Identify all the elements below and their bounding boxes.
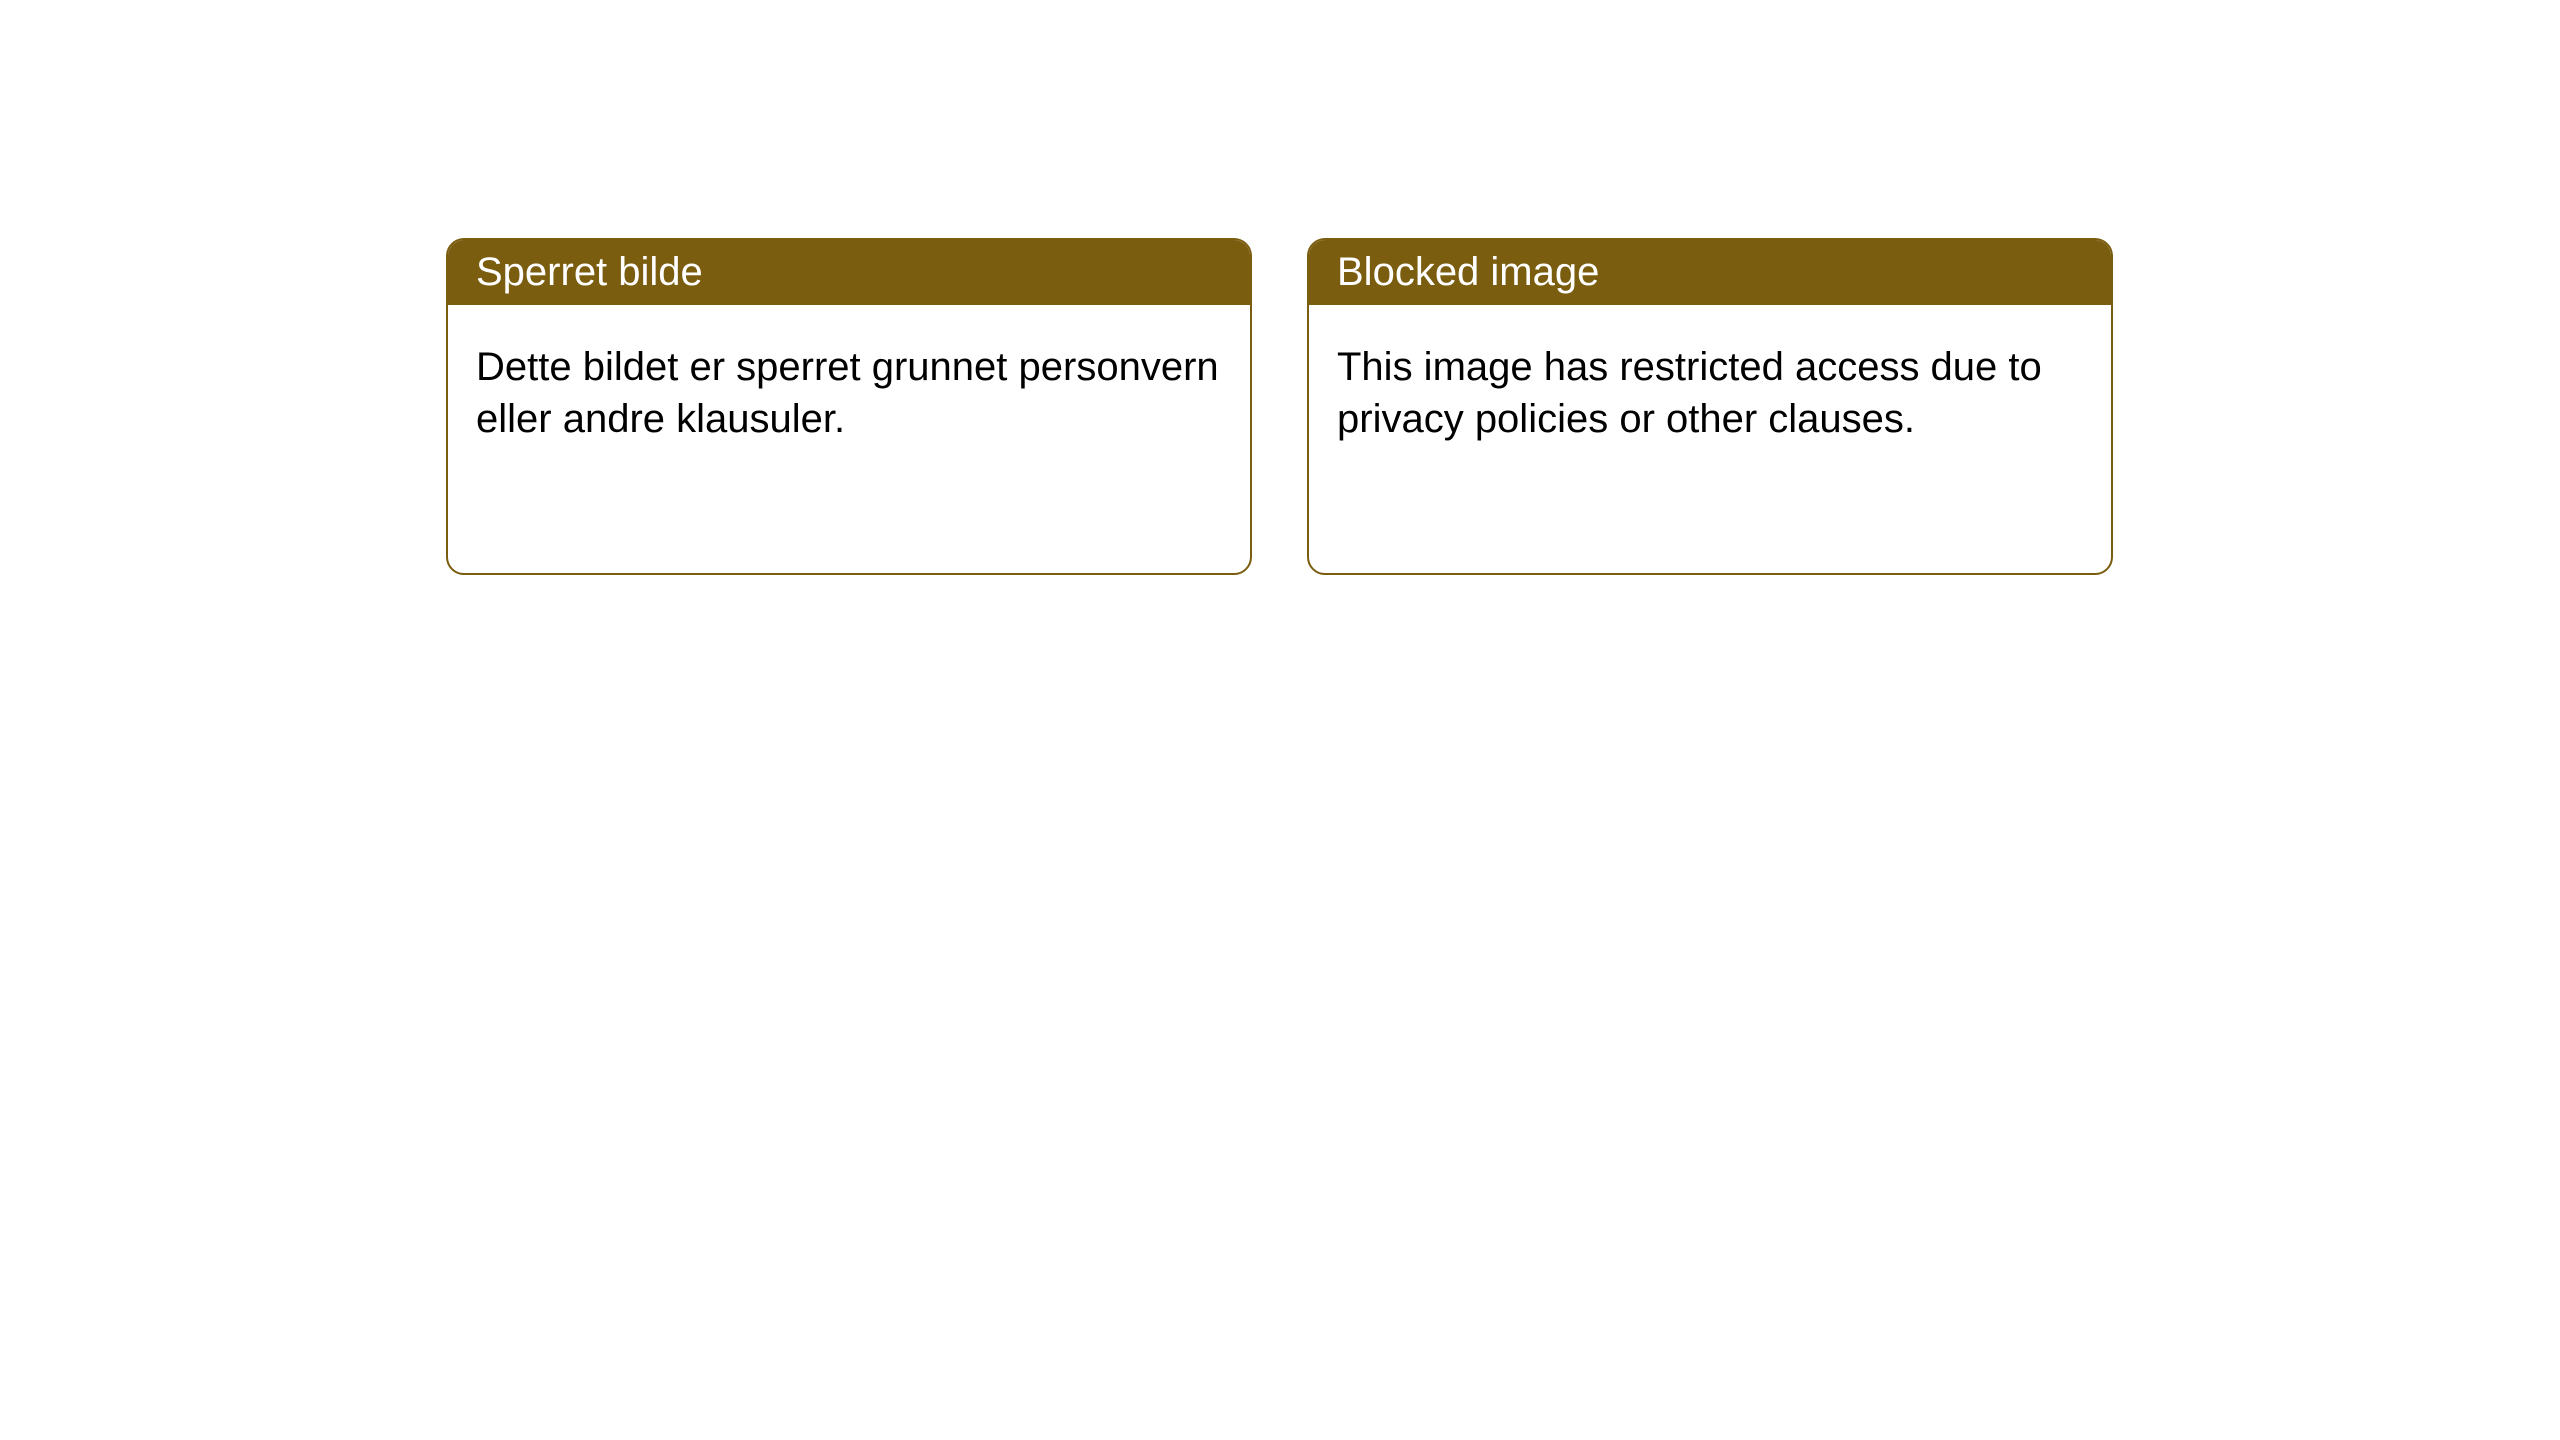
notice-container: Sperret bilde Dette bildet er sperret gr…	[0, 0, 2560, 575]
notice-card-norwegian: Sperret bilde Dette bildet er sperret gr…	[446, 238, 1252, 575]
notice-card-title: Sperret bilde	[448, 240, 1250, 305]
notice-card-title: Blocked image	[1309, 240, 2111, 305]
notice-card-english: Blocked image This image has restricted …	[1307, 238, 2113, 575]
notice-card-body: This image has restricted access due to …	[1309, 305, 2111, 481]
notice-card-body: Dette bildet er sperret grunnet personve…	[448, 305, 1250, 481]
